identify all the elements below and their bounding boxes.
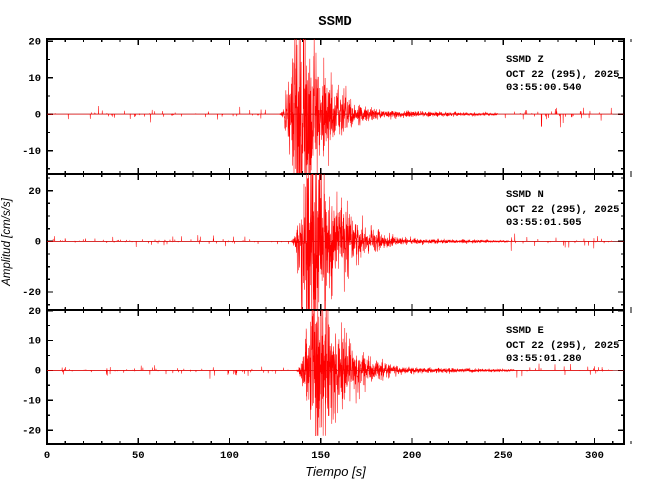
svg-text:0: 0 xyxy=(35,366,41,378)
svg-text:03:55:00.540: 03:55:00.540 xyxy=(506,82,582,94)
svg-text:300: 300 xyxy=(585,450,604,462)
svg-text:100: 100 xyxy=(220,450,239,462)
svg-text:-10: -10 xyxy=(22,396,41,408)
svg-text:250: 250 xyxy=(494,450,513,462)
svg-text:-10: -10 xyxy=(22,146,41,158)
svg-text:20: 20 xyxy=(28,186,41,198)
svg-text:0: 0 xyxy=(44,450,50,462)
svg-text:200: 200 xyxy=(403,450,422,462)
svg-text:50: 50 xyxy=(132,450,145,462)
svg-text:SSMD E: SSMD E xyxy=(506,325,544,337)
svg-text:0: 0 xyxy=(35,109,41,121)
svg-text:0: 0 xyxy=(35,237,41,249)
svg-text:OCT 22 (295), 2025: OCT 22 (295), 2025 xyxy=(506,69,619,81)
svg-text:03:55:01.280: 03:55:01.280 xyxy=(506,353,582,365)
svg-text:Amplitud [cm/s/s]: Amplitud [cm/s/s] xyxy=(1,197,13,286)
svg-text:SSMD N: SSMD N xyxy=(506,189,544,201)
svg-text:OCT 22 (295), 2025: OCT 22 (295), 2025 xyxy=(506,204,619,216)
svg-text:Tiempo [s]: Tiempo [s] xyxy=(305,464,366,479)
svg-text:-20: -20 xyxy=(22,287,41,299)
svg-text:OCT 22 (295), 2025: OCT 22 (295), 2025 xyxy=(506,340,619,352)
svg-text:SSMD: SSMD xyxy=(318,14,352,30)
svg-text:03:55:01.505: 03:55:01.505 xyxy=(506,217,582,229)
svg-text:10: 10 xyxy=(28,336,41,348)
svg-text:-20: -20 xyxy=(22,425,41,437)
svg-text:20: 20 xyxy=(28,306,41,318)
svg-text:20: 20 xyxy=(28,36,41,48)
svg-text:10: 10 xyxy=(28,73,41,85)
svg-text:SSMD Z: SSMD Z xyxy=(506,54,544,66)
svg-text:150: 150 xyxy=(311,450,330,462)
